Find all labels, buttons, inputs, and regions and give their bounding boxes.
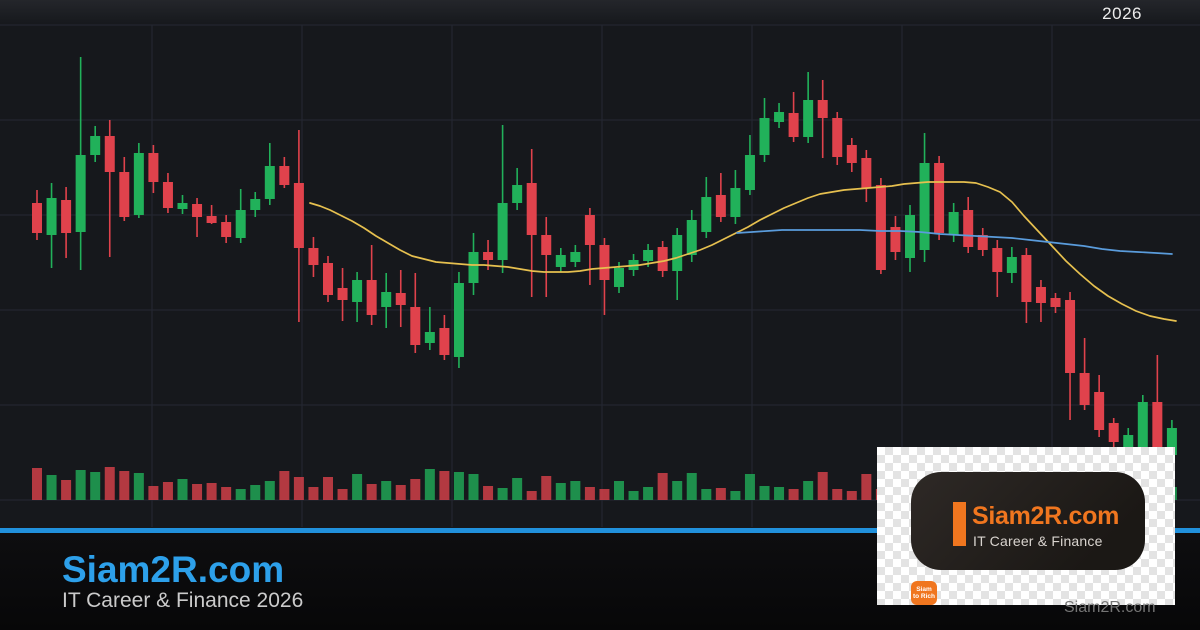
watermark-text: Siam2R.com [1064, 599, 1156, 616]
badge-line2: to Rich [912, 593, 936, 600]
chart-canvas [0, 0, 1200, 527]
bottom-accent-line [0, 528, 1200, 533]
year-label: 2026 [1102, 4, 1142, 23]
candlestick-chart: 2026 [0, 0, 1200, 527]
footer-brand: Siam2R.com [62, 549, 285, 590]
badge-line1: Siam [916, 585, 932, 593]
logo-card: Siam2R.com IT Career & Finance Siam to R… [877, 447, 1175, 605]
logo-title: Siam2R.com [972, 502, 1120, 530]
logo-accent-bar [953, 502, 966, 546]
logo-subtitle: IT Career & Finance [973, 533, 1103, 549]
footer-tagline: IT Career & Finance 2026 [62, 589, 304, 612]
logo-pill: Siam2R.com IT Career & Finance Siam to R… [911, 472, 1145, 605]
siam-to-rich-badge: Siam to Rich [911, 581, 937, 605]
